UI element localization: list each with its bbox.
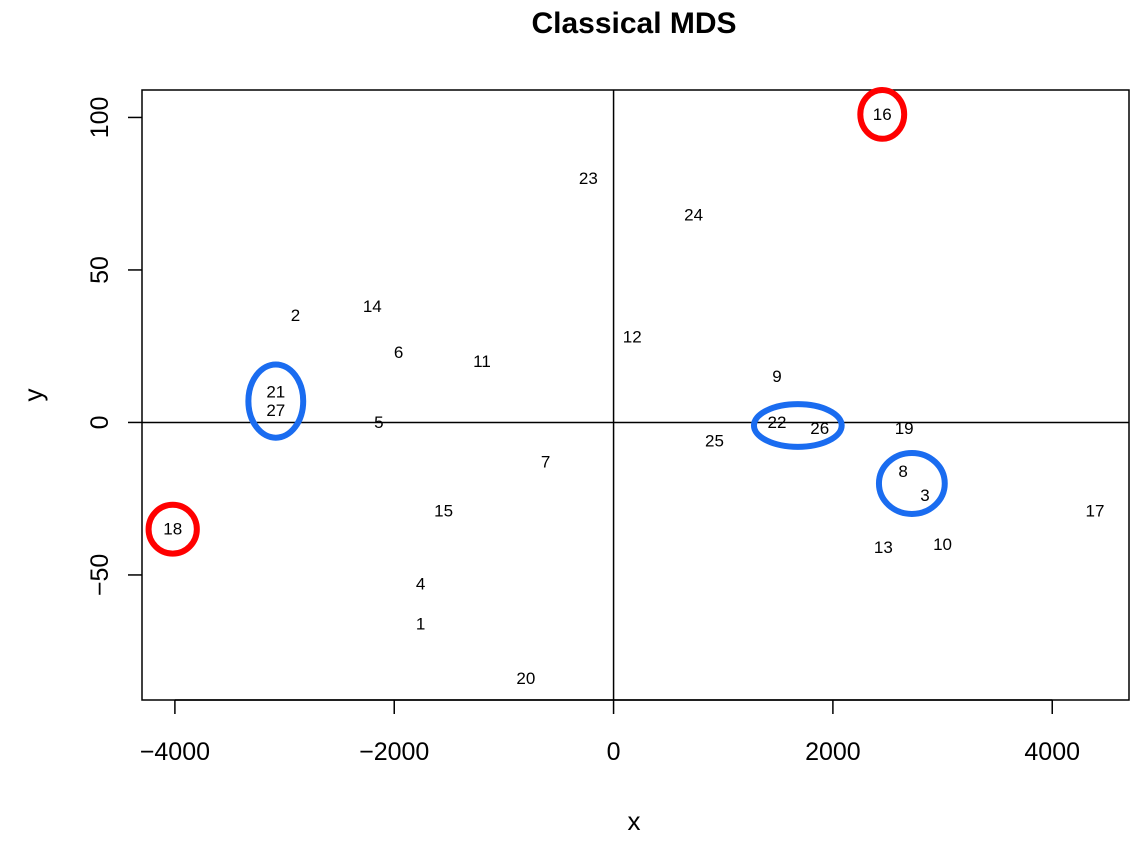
point-label: 12 bbox=[623, 328, 642, 347]
y-tick-label: −50 bbox=[86, 554, 114, 596]
highlight-circle bbox=[857, 87, 908, 142]
x-tick-label: 4000 bbox=[1024, 738, 1080, 766]
x-axis-label: x bbox=[628, 806, 641, 836]
chart-title: Classical MDS bbox=[531, 7, 736, 40]
point-label: 4 bbox=[416, 575, 425, 594]
highlight-ellipse bbox=[875, 449, 948, 517]
point-label: 1 bbox=[416, 614, 425, 633]
point-label: 3 bbox=[920, 486, 929, 505]
point-label: 11 bbox=[473, 352, 491, 371]
x-tick-label: −2000 bbox=[359, 738, 429, 766]
highlight-ellipse bbox=[750, 401, 845, 450]
point-label: 26 bbox=[810, 419, 829, 438]
point-label: 25 bbox=[705, 431, 724, 450]
point-label: 18 bbox=[163, 520, 182, 539]
point-label: 6 bbox=[394, 343, 403, 362]
point-label: 13 bbox=[874, 538, 893, 557]
y-tick-label: 50 bbox=[86, 256, 114, 284]
point-label: 9 bbox=[772, 367, 781, 386]
highlight-circle bbox=[145, 501, 200, 557]
point-label: 5 bbox=[374, 413, 383, 432]
point-label: 23 bbox=[579, 169, 598, 188]
highlight-ellipse bbox=[245, 361, 307, 441]
x-tick-label: −4000 bbox=[140, 738, 210, 766]
point-label: 19 bbox=[895, 419, 914, 438]
point-label: 7 bbox=[541, 453, 550, 472]
y-tick-label: 100 bbox=[86, 97, 114, 139]
plot-frame bbox=[141, 89, 1130, 701]
point-label: 21 bbox=[266, 382, 285, 401]
x-tick-label: 2000 bbox=[805, 738, 861, 766]
point-label: 20 bbox=[516, 669, 535, 688]
point-label: 2 bbox=[291, 306, 300, 325]
point-label: 8 bbox=[898, 462, 907, 481]
point-label: 16 bbox=[873, 105, 892, 124]
point-label: 17 bbox=[1086, 501, 1105, 520]
point-label: 15 bbox=[434, 501, 453, 520]
point-label: 10 bbox=[933, 535, 952, 554]
point-label: 14 bbox=[363, 297, 382, 316]
point-label: 24 bbox=[684, 206, 703, 225]
point-label: 22 bbox=[768, 413, 787, 432]
x-tick-label: 0 bbox=[607, 738, 621, 766]
point-label: 27 bbox=[266, 401, 285, 420]
y-tick-label: 0 bbox=[86, 415, 114, 429]
y-axis-label: y bbox=[18, 389, 48, 402]
